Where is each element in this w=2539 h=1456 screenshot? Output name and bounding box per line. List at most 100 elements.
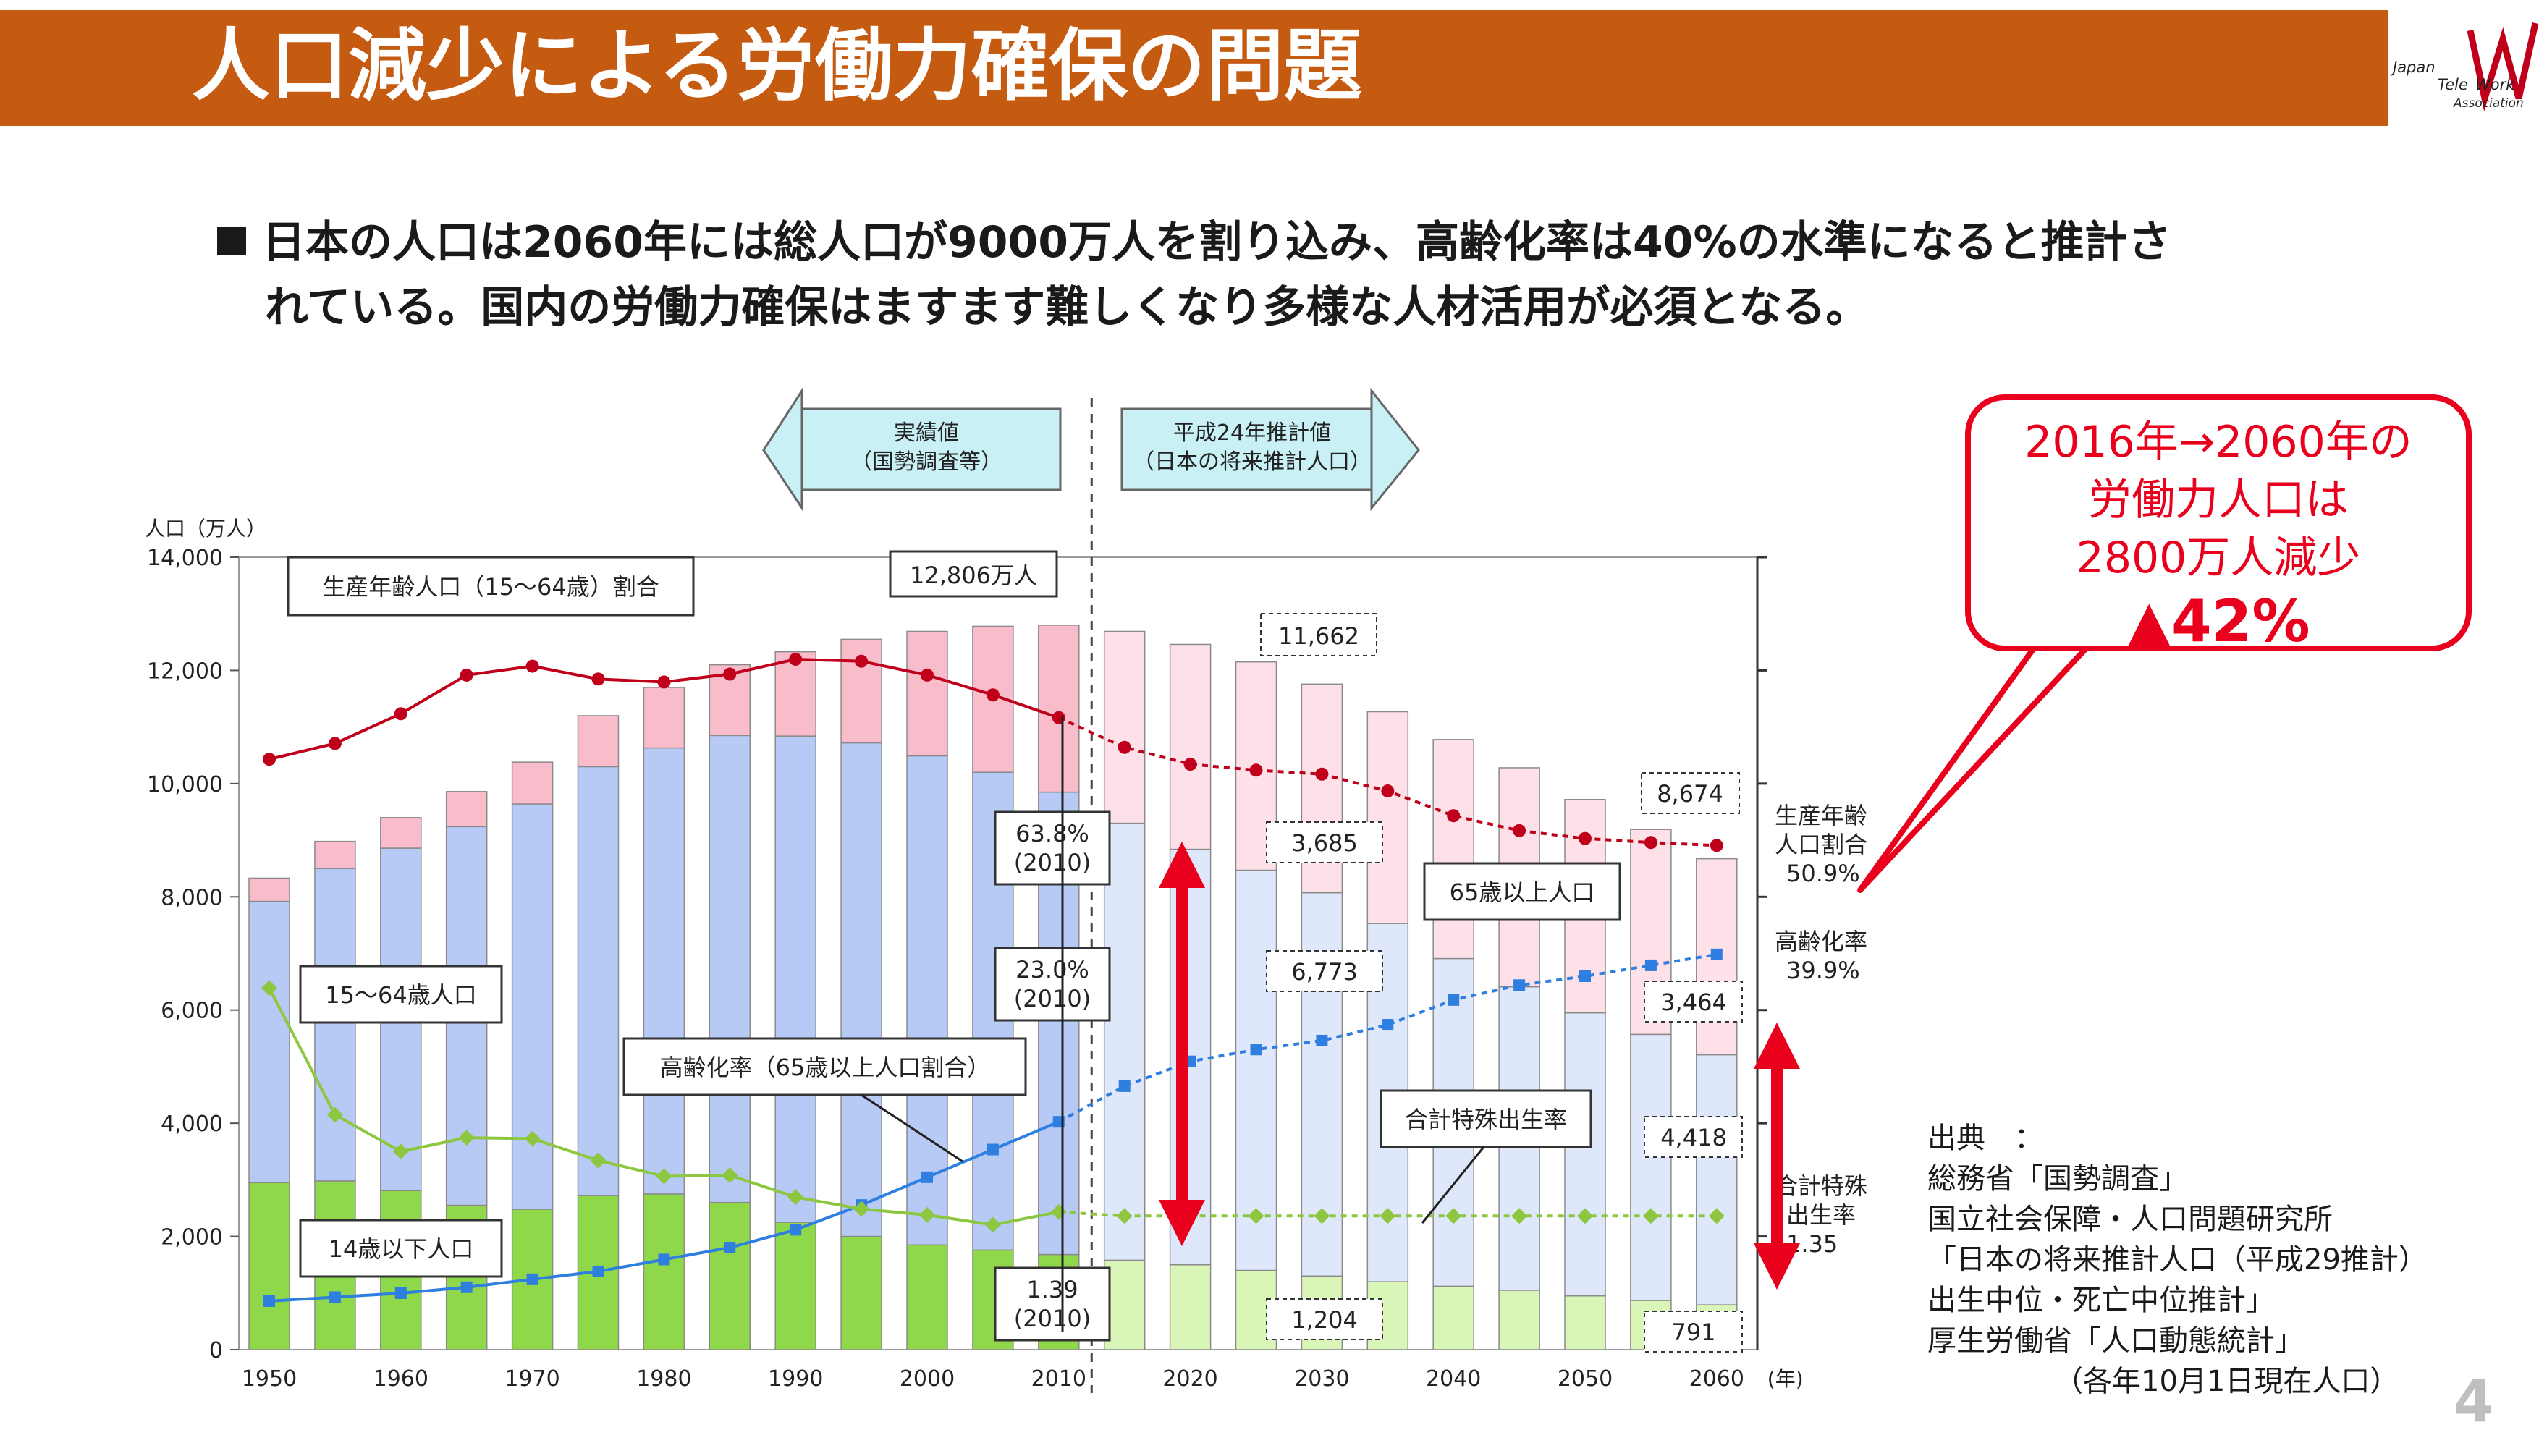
v791-label: 791 xyxy=(1671,1319,1715,1346)
line-aging-rate-point xyxy=(263,1295,275,1307)
v3464-label: 3,464 xyxy=(1660,989,1727,1016)
line-prod-ratio-point xyxy=(328,737,342,750)
bar-under14 xyxy=(774,1222,816,1350)
x-tick-label: 1980 xyxy=(636,1366,691,1392)
line-aging-rate-point xyxy=(921,1171,933,1183)
total-2030-box xyxy=(1260,613,1377,656)
line-aging-rate-point xyxy=(1250,1044,1262,1056)
right-tfr-1: 合計特殊 xyxy=(1775,1172,1867,1200)
line-prod-ratio-point xyxy=(657,675,671,689)
line-tfr-point xyxy=(1511,1208,1528,1224)
bar-15-64 xyxy=(906,755,948,1246)
bar-65plus xyxy=(511,761,554,805)
logo-text-2: Tele xyxy=(2438,76,2468,93)
logo-swoosh xyxy=(2467,22,2539,111)
line-aging-rate-point xyxy=(1710,948,1723,960)
line-prod-ratio-point xyxy=(1315,767,1329,781)
line-prod-ratio-point xyxy=(1513,824,1526,837)
line-aging-rate-point xyxy=(1382,1019,1394,1031)
line-tfr-point xyxy=(1577,1208,1593,1224)
bar-15-64 xyxy=(314,868,356,1182)
line-tfr-point xyxy=(853,1201,870,1217)
v1204-box xyxy=(1266,1298,1383,1340)
bar-15-64 xyxy=(1630,1033,1672,1301)
bar-65plus xyxy=(774,651,816,737)
line-tfr-point xyxy=(326,1106,343,1123)
v4418-label: 4,418 xyxy=(1660,1124,1727,1151)
line-prod-ratio-point xyxy=(723,667,737,681)
actual-label-2: （国勢調査等） xyxy=(850,449,1002,475)
total-2030-label: 11,662 xyxy=(1278,622,1359,650)
aging-2010-year: (2010) xyxy=(1014,985,1091,1012)
prod-2010-box xyxy=(994,810,1111,886)
right-tfr-3: 1.35 xyxy=(1786,1230,1838,1258)
line-aging-rate-point xyxy=(1448,994,1460,1006)
bar-65plus xyxy=(1169,643,1212,850)
y-tick-label: 0 xyxy=(209,1338,223,1363)
label-tfr: 合計特殊出生率 xyxy=(1405,1106,1567,1133)
v3685-label: 3,685 xyxy=(1291,829,1358,857)
actual-label-1: 実績値 xyxy=(894,420,959,446)
line-prod-ratio-point xyxy=(1644,836,1657,850)
line-aging-rate-point xyxy=(724,1242,736,1254)
source-note: 出典 ： 総務省「国勢調査」 国立社会保障・人口問題研究所 「日本の将来推計人口… xyxy=(1927,1118,2428,1402)
source-line-2: 総務省「国勢調査」 xyxy=(1927,1162,2188,1195)
prod-2010-year: (2010) xyxy=(1014,849,1091,876)
line-prod-ratio-point xyxy=(1710,839,1723,852)
y-tick-label: 14,000 xyxy=(147,546,223,571)
label-65plus: 65歳以上人口 xyxy=(1450,879,1595,906)
bar-65plus xyxy=(906,630,948,757)
leader-tfr xyxy=(1421,1146,1485,1224)
title-bar xyxy=(0,10,2388,126)
logo-text-4: Association xyxy=(2453,96,2524,111)
line-aging-rate-point xyxy=(460,1281,473,1293)
label-15-64: 15〜64歳人口 xyxy=(325,981,476,1009)
bar-under14 xyxy=(248,1182,290,1350)
logo-text-3: Work xyxy=(2475,76,2515,93)
bar-65plus xyxy=(314,840,356,869)
callout-line-4: ▲42% xyxy=(2126,588,2310,655)
right-tfr-2: 出生率 xyxy=(1786,1201,1856,1229)
line-aging-rate-point xyxy=(526,1273,538,1285)
line-aging-rate-point xyxy=(1316,1034,1328,1046)
y-tick-label: 8,000 xyxy=(161,885,223,910)
line-tfr-point xyxy=(1642,1208,1659,1224)
line-aging-rate-point xyxy=(790,1224,802,1236)
line-prod-ratio-point xyxy=(921,668,934,682)
bar-15-64 xyxy=(1696,1054,1738,1305)
total-2060-box xyxy=(1641,772,1740,814)
tfr-2010-year: (2010) xyxy=(1014,1305,1091,1332)
y-tick-label: 10,000 xyxy=(147,772,223,797)
line-prod-ratio-point xyxy=(1118,740,1131,754)
bar-15-64 xyxy=(1103,822,1146,1261)
bar-65plus xyxy=(643,687,685,749)
bar-65plus xyxy=(445,791,488,828)
bullet-line-1: 日本の人口は2060年には総人口が9000万人を割り込み、高齢化率は40%の水準… xyxy=(262,217,2171,268)
right-aging-2: 39.9% xyxy=(1786,957,1860,984)
right-prod-3: 50.9% xyxy=(1786,860,1860,887)
total-2010-box xyxy=(889,550,1058,598)
line-prod-ratio-point xyxy=(1579,831,1592,845)
line-prod-ratio-point xyxy=(1183,758,1197,771)
line-tfr-point xyxy=(1116,1208,1133,1224)
line-aging-rate-point xyxy=(1579,970,1591,982)
x-tick-label: 1950 xyxy=(242,1366,297,1392)
label-under14: 14歳以下人口 xyxy=(329,1235,474,1263)
jta-logo: Japan Tele Work Association xyxy=(2390,22,2539,111)
bar-under14 xyxy=(1103,1259,1146,1350)
source-line-3: 国立社会保障・人口問題研究所 xyxy=(1927,1203,2333,1236)
right-prod-2: 人口割合 xyxy=(1775,831,1867,858)
line-aging-rate-point xyxy=(1118,1080,1131,1092)
x-unit-label: (年) xyxy=(1767,1367,1804,1391)
line-tfr-point xyxy=(1380,1208,1396,1224)
v6773-box xyxy=(1266,950,1383,992)
x-tick-label: 1960 xyxy=(373,1366,428,1392)
v791-box xyxy=(1644,1311,1743,1353)
label-tfr-box xyxy=(1380,1089,1592,1148)
tfr-2010-value: 1.39 xyxy=(1026,1276,1078,1303)
actual-arrow-head xyxy=(762,386,803,512)
bar-15-64 xyxy=(1235,869,1277,1271)
source-line-6: 厚生労働省「人口動態統計」 xyxy=(1927,1324,2304,1358)
line-aging-rate-point xyxy=(987,1143,999,1156)
